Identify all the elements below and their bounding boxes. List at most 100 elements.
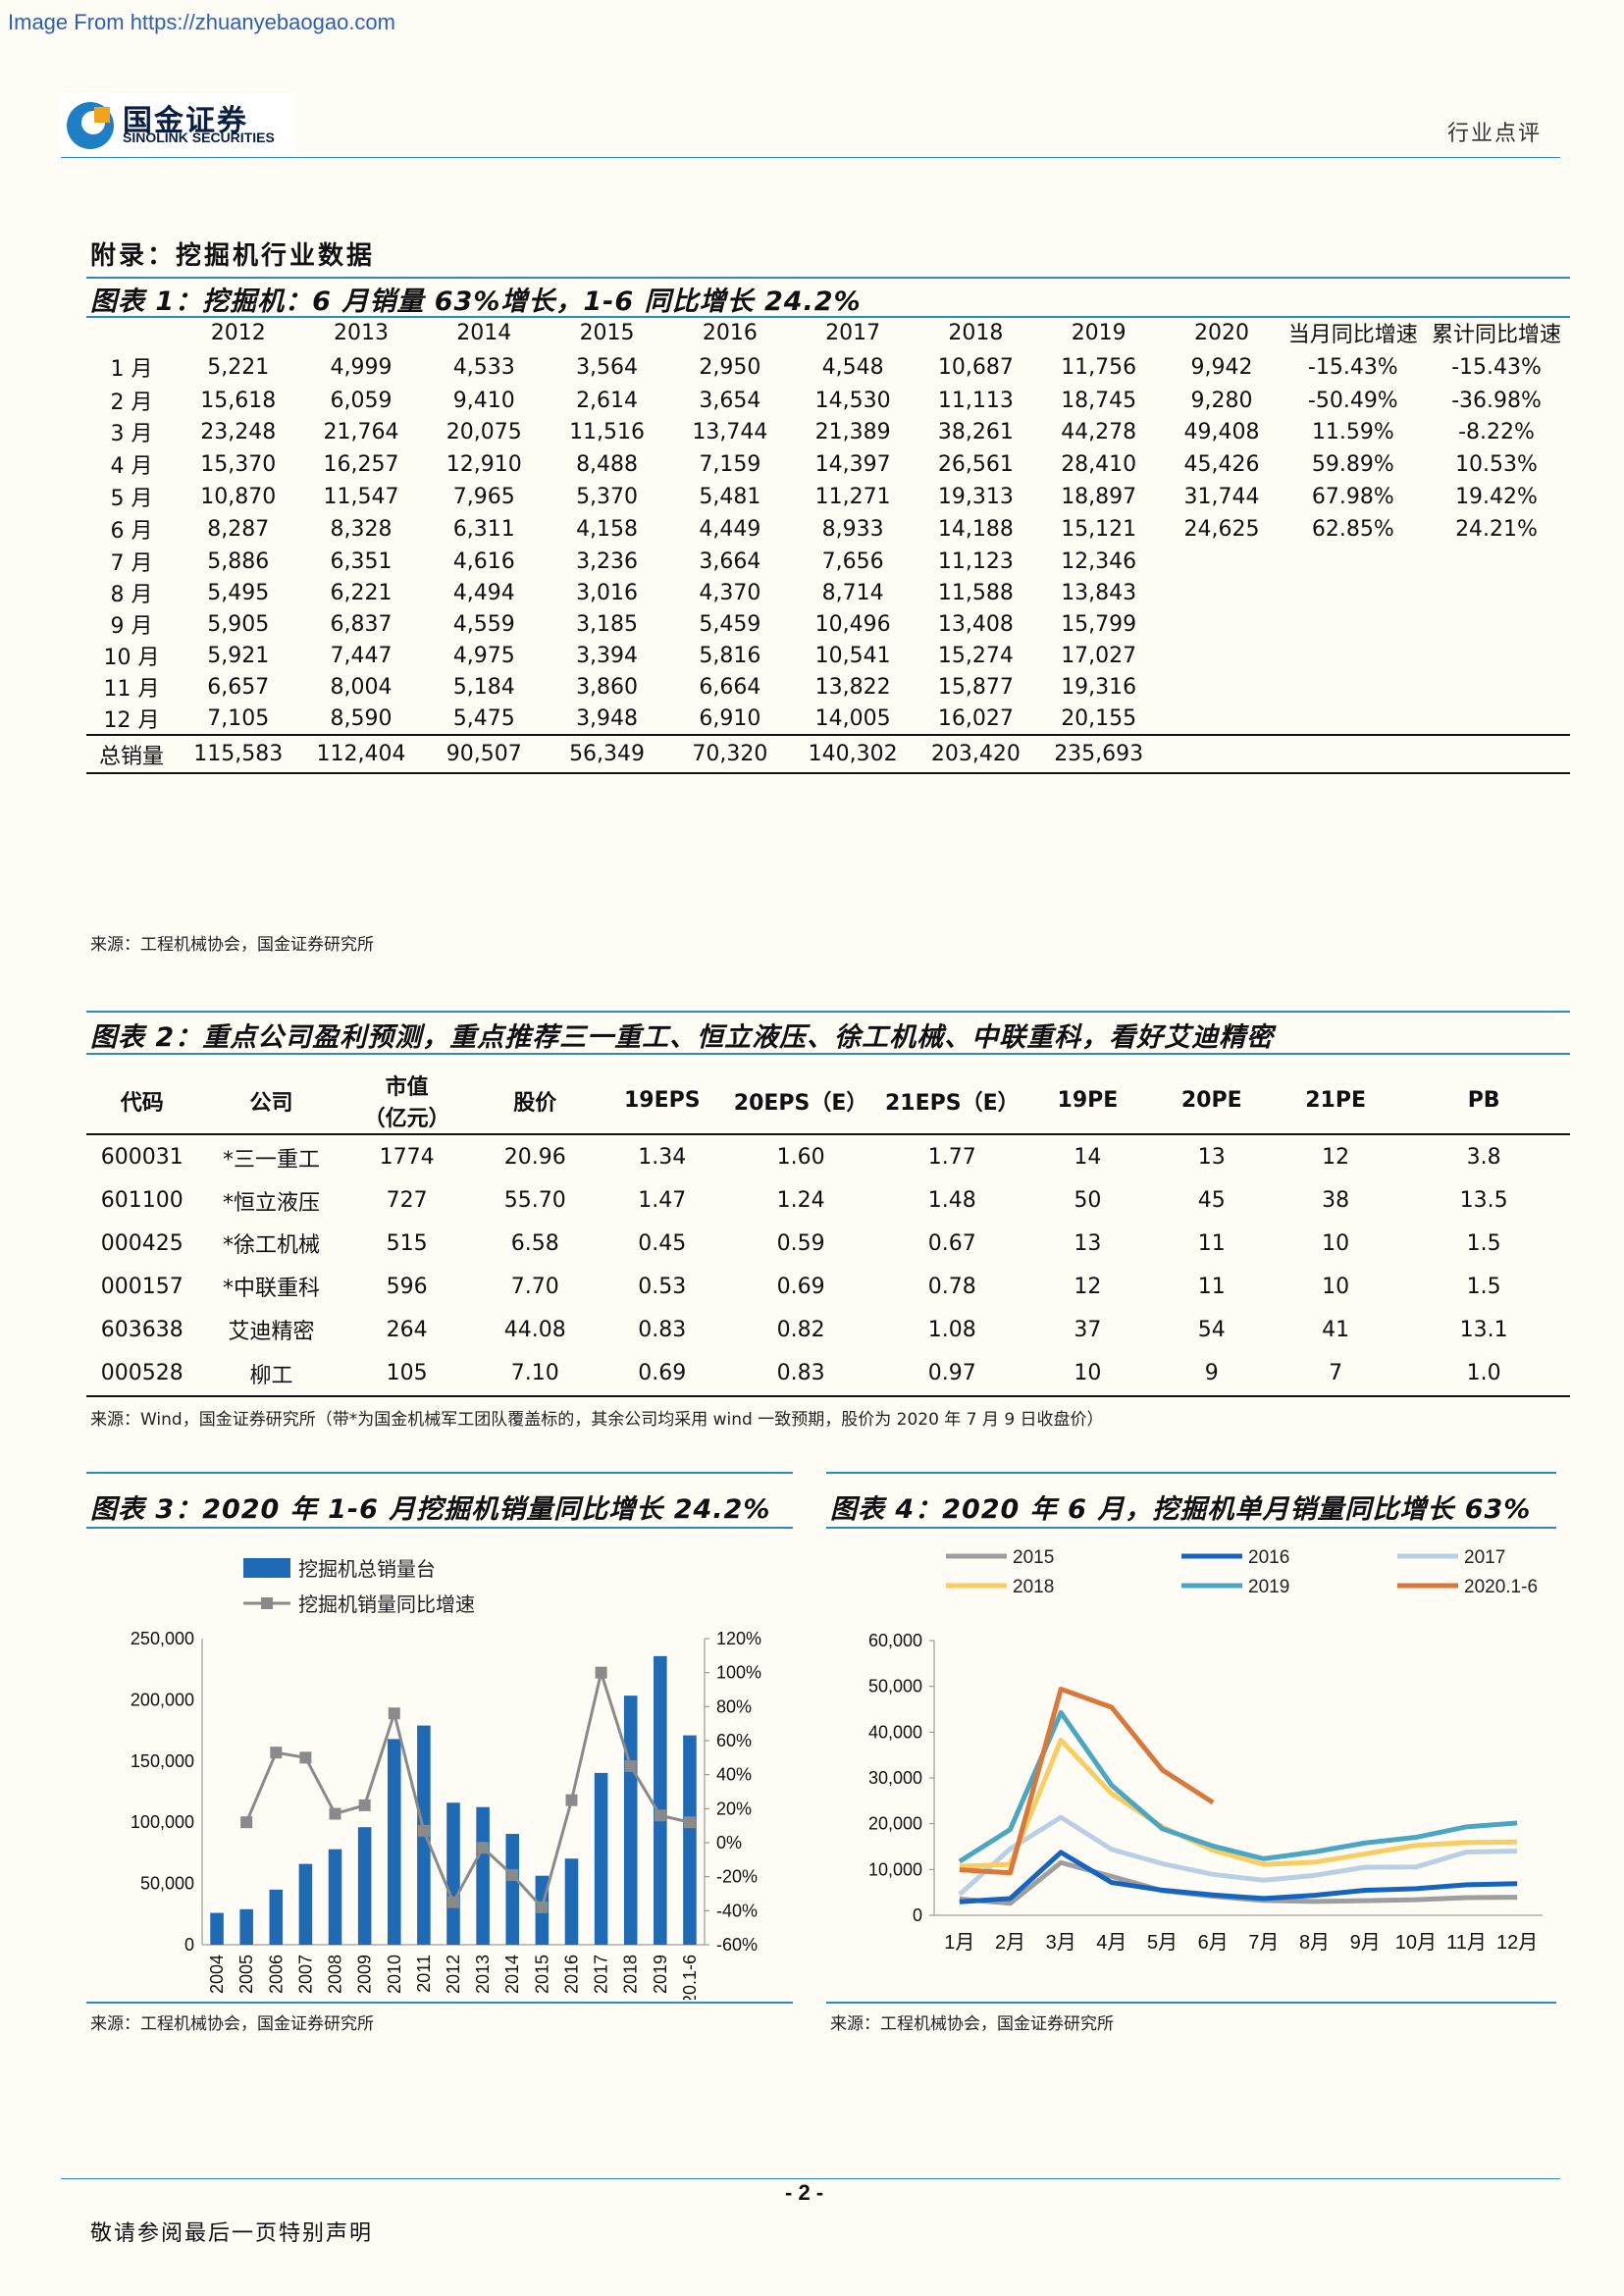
table1-total-cell: 115,583 xyxy=(193,742,284,766)
document-type: 行业点评 xyxy=(1446,122,1542,146)
table1-cell xyxy=(1423,640,1570,671)
table2-header-label: 股价 xyxy=(513,1090,557,1116)
table1-total-cell: 203,420 xyxy=(930,742,1021,766)
table2-row: 603638 艾迪精密 264 44.08 0.83 0.82 1.08 37 54 41 13.1 xyxy=(86,1308,1570,1351)
table1-cell: -36.98% xyxy=(1451,388,1542,413)
bar-total-sales xyxy=(239,1908,253,1945)
table2-cell: 1.0 xyxy=(1466,1361,1501,1385)
bar-total-sales xyxy=(594,1772,608,1945)
sinolink-logo-icon xyxy=(67,102,114,149)
table2-cell: 13.5 xyxy=(1459,1188,1508,1213)
table1-total-cell: 56,349 xyxy=(569,742,646,766)
x-axis-tick-label: 2010 xyxy=(385,1955,404,1994)
table2-cell: 0.83 xyxy=(638,1317,687,1342)
table2-header-label: 19EPS xyxy=(623,1088,701,1113)
table1-cell: 15,370 xyxy=(200,451,277,477)
x-axis-tick-label: 11月 xyxy=(1446,1932,1487,1954)
table1-cell: -8.22% xyxy=(1458,419,1535,444)
left-axis-tick-label: 150,000 xyxy=(131,1751,194,1771)
series-line-2017 xyxy=(958,1814,1518,1897)
right-axis-tick-label: 60% xyxy=(716,1731,752,1750)
table1-cell: 11 月 xyxy=(103,677,160,702)
table1-header-cell: 累计同比增速 xyxy=(1432,323,1562,347)
table2-cell: 11 xyxy=(1197,1230,1226,1256)
growth-rate-marker xyxy=(270,1747,283,1759)
table1-top-rule xyxy=(86,277,1570,279)
x-axis-tick-label: 8月 xyxy=(1299,1932,1330,1954)
table1-cell: 15,121 xyxy=(1061,516,1137,542)
table1-cell: 3,394 xyxy=(576,643,639,668)
table1-cell: 15,274 xyxy=(937,643,1014,668)
table1-cell: 6,664 xyxy=(699,674,761,700)
table1-cell: 7,105 xyxy=(207,705,270,731)
table1-row: 8 月 5,495 6,221 4,494 3,016 4,370 8,714 11,588 1… xyxy=(86,577,1570,608)
table2-header-cell: 20EPS（E） xyxy=(723,1068,878,1134)
table2-cell: 7.70 xyxy=(510,1274,559,1299)
chart3-top-rule xyxy=(86,1472,793,1474)
bar-total-sales xyxy=(446,1802,460,1945)
chart3-title: 图表 3：2020 年 1-6 月挖掘机销量同比增长 24.2% xyxy=(90,1494,771,1525)
table2-cell: 10 xyxy=(1322,1274,1350,1299)
table1-row: 3 月 23,248 21,764 20,075 11,516 13,744 21,389 3… xyxy=(86,416,1570,447)
table2-cell: *三一重工 xyxy=(222,1147,320,1173)
table2-cell: 38 xyxy=(1322,1188,1350,1213)
table2-cell: 105 xyxy=(386,1361,428,1385)
table2-cell: 596 xyxy=(386,1274,428,1299)
left-axis-tick-label: 0 xyxy=(184,1935,194,1955)
table1-cell: 15,618 xyxy=(200,388,277,413)
watermark-link[interactable]: Image From https://zhuanyebaogao.com xyxy=(8,10,395,34)
table2-row: 000528 柳工 105 7.10 0.69 0.83 0.97 10 9 7 1.0 xyxy=(86,1351,1570,1396)
table2-cell: 55.70 xyxy=(503,1188,566,1213)
excavator-sales-table: 2012 2013 2014 2015 2016 2017 2018 2019 2020 当月同比… xyxy=(86,316,1570,774)
right-axis-tick-label: 120% xyxy=(716,1629,761,1648)
table2-cell: 515 xyxy=(386,1230,428,1256)
table2-cell: 20.96 xyxy=(503,1145,566,1170)
right-axis-tick-label: -40% xyxy=(716,1901,758,1920)
x-axis-tick-label: 2015 xyxy=(532,1955,551,1994)
table1-cell: 3,185 xyxy=(576,611,639,637)
table1-header-cell: 2020 xyxy=(1193,320,1249,345)
table2-cell: 600031 xyxy=(100,1145,183,1170)
table1-cell: 7,159 xyxy=(699,451,761,477)
table1-cell: -15.43% xyxy=(1307,354,1398,380)
chart3-title-rule xyxy=(86,1527,793,1529)
table2-cell: 264 xyxy=(386,1317,428,1342)
table2-header-cell: 19PE xyxy=(1025,1068,1149,1134)
table1-cell: 11.59% xyxy=(1311,419,1394,444)
left-axis-tick-label: 50,000 xyxy=(140,1874,194,1894)
left-axis-tick-label: 100,000 xyxy=(131,1812,194,1832)
table1-total-cell xyxy=(1283,735,1423,773)
table1-cell: 31,744 xyxy=(1183,484,1260,509)
table2-cell: 000157 xyxy=(100,1274,183,1299)
bar-total-sales xyxy=(328,1849,342,1945)
table2-cell: 7 xyxy=(1329,1361,1343,1385)
table1-cell: 15,877 xyxy=(937,674,1014,700)
table1-row: 7 月 5,886 6,351 4,616 3,236 3,664 7,656 11,123 1… xyxy=(86,546,1570,577)
table1-total-cell: 总销量 xyxy=(99,744,165,769)
table1-cell: 5,905 xyxy=(207,611,270,637)
x-axis-tick-label: 9月 xyxy=(1350,1932,1381,1954)
table2-header-cell: 公司 xyxy=(198,1068,345,1134)
table1-cell: 7,965 xyxy=(452,484,515,509)
table1-cell: 3 月 xyxy=(110,422,153,446)
growth-rate-marker xyxy=(299,1751,312,1764)
table1-cell: 10,496 xyxy=(814,611,891,637)
table1-cell: 23,248 xyxy=(200,419,277,444)
table1-cell: 49,408 xyxy=(1183,419,1260,444)
table1-cell xyxy=(1423,577,1570,608)
left-axis-tick-label: 200,000 xyxy=(131,1690,194,1709)
bar-total-sales xyxy=(654,1655,667,1945)
chart3-bottom-rule xyxy=(86,2002,793,2004)
table2-cell: 000528 xyxy=(100,1361,183,1385)
table1-cell: 4,559 xyxy=(452,611,515,637)
table1-cell: 10,870 xyxy=(200,484,277,509)
table1-cell: 6,311 xyxy=(452,516,515,542)
table2-cell: 000425 xyxy=(100,1230,183,1256)
table1-cell: 7 月 xyxy=(110,551,153,576)
table1-cell: 9,942 xyxy=(1190,354,1253,380)
header-divider xyxy=(61,157,1560,158)
x-axis-tick-label: 2004 xyxy=(207,1955,227,1994)
table1-cell: 11,516 xyxy=(569,419,646,444)
x-axis-tick-label: 2009 xyxy=(355,1955,375,1994)
table2-header-label: 21EPS（E） xyxy=(884,1090,1020,1116)
